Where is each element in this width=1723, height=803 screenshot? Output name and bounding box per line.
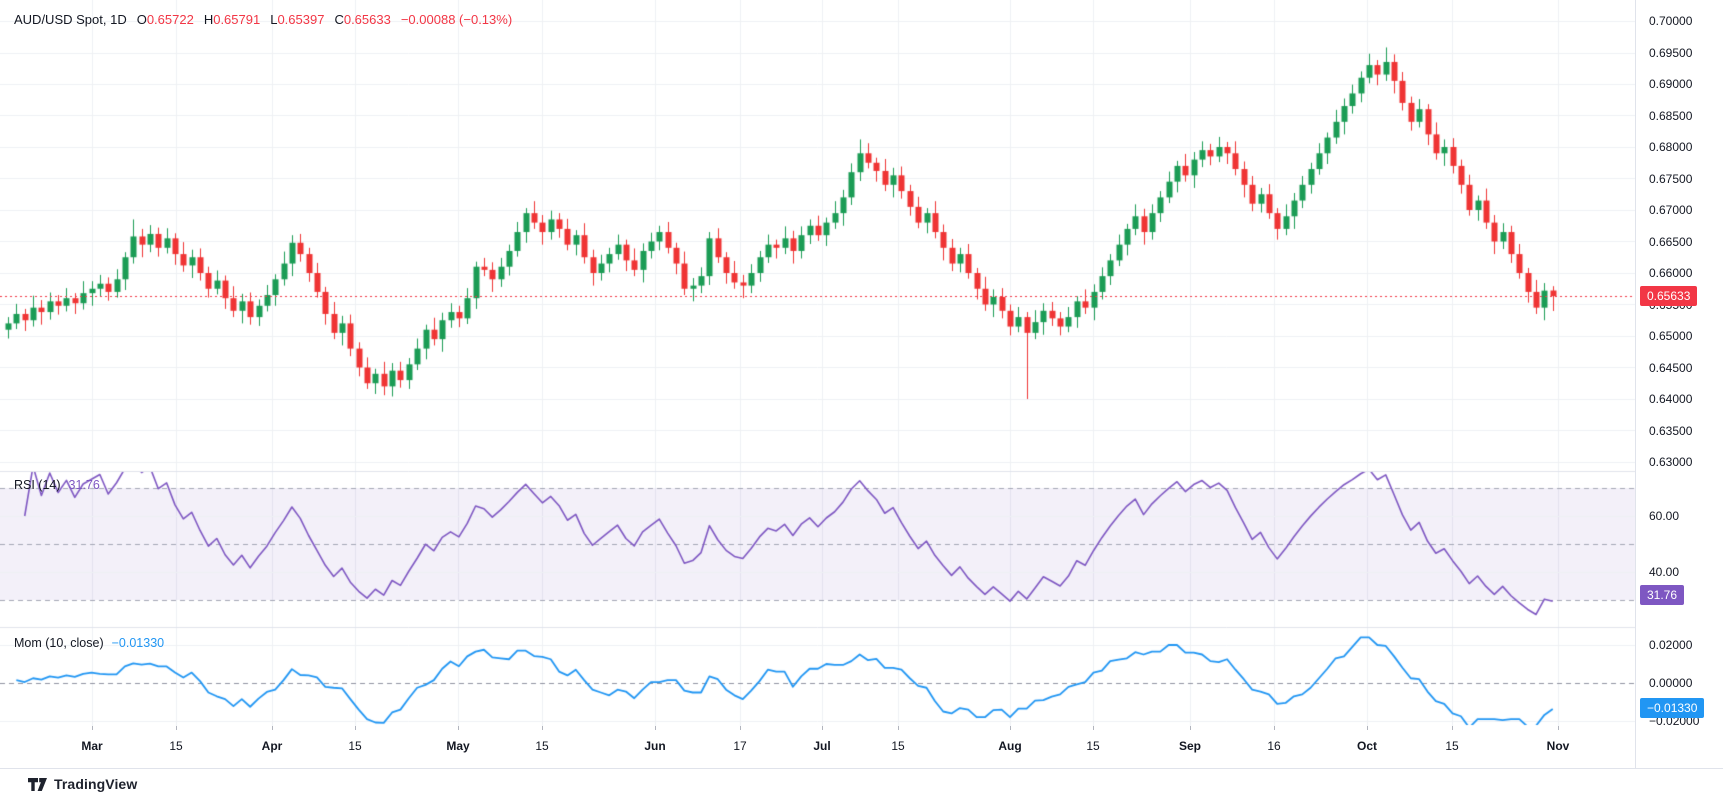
time-axis-tick <box>1093 726 1094 730</box>
price-axis-label: 0.70000 <box>1649 14 1693 28</box>
tradingview-logo-text: TradingView <box>54 776 138 792</box>
time-axis-label: 15 <box>891 739 905 753</box>
price-axis-label: 0.67000 <box>1649 203 1693 217</box>
time-axis-tick <box>1190 726 1191 730</box>
time-axis-label: 15 <box>535 739 549 753</box>
ohlc-close: C0.65633 <box>334 12 391 27</box>
time-axis-label: 15 <box>169 739 183 753</box>
price-axis-label: 0.69500 <box>1649 45 1693 60</box>
time-axis-tick <box>355 726 356 730</box>
momentum-value-badge: −0.01330 <box>1640 698 1705 719</box>
price-axis-label: 0.65000 <box>1649 329 1693 343</box>
time-axis-label: Mar <box>81 739 103 753</box>
time-axis-tick <box>1452 726 1453 730</box>
time-axis-label: Sep <box>1178 739 1202 753</box>
price-axis-label: 0.67500 <box>1649 171 1693 186</box>
price-axis[interactable]: 0.70000 0.69500 0.69000 0.68500 0.68000 0.675… <box>1635 0 1723 728</box>
momentum-study-name: Mom (10, close) <box>14 636 104 650</box>
time-axis-tick <box>655 726 656 730</box>
time-axis-label: Oct <box>1356 739 1378 753</box>
ohlc-low: L0.65397 <box>270 12 325 27</box>
price-axis-label: 0.64500 <box>1649 360 1693 375</box>
price-chart-canvas[interactable] <box>0 0 1635 726</box>
momentum-study-label[interactable]: Mom (10, close) −0.01330 <box>14 636 164 650</box>
time-axis-label: 15 <box>348 739 362 753</box>
time-axis-label: 15 <box>1086 739 1100 753</box>
rsi-axis-label: 40.00 <box>1649 565 1680 579</box>
time-axis-label: May <box>446 739 470 753</box>
rsi-study-value: 31.76 <box>68 478 100 492</box>
time-axis-tick <box>1274 726 1275 730</box>
time-axis-corner <box>1635 726 1723 769</box>
tradingview-logo[interactable]: TradingView <box>28 776 137 792</box>
time-axis-label: 17 <box>733 739 747 753</box>
time-axis-tick <box>822 726 823 730</box>
price-axis-label: 0.64000 <box>1649 392 1693 406</box>
price-axis-label: 0.63500 <box>1649 423 1693 438</box>
time-axis[interactable]: Mar 15 Apr 15 May 15 Jun 17 Jul 15 Aug 15 Sep 16 Oct 15… <box>0 726 1635 769</box>
time-axis-label: Jul <box>813 739 831 753</box>
time-axis-tick <box>1367 726 1368 730</box>
time-axis-tick <box>898 726 899 730</box>
last-price-badge: 0.65633 <box>1640 286 1698 307</box>
momentum-axis-label: 0.02000 <box>1649 638 1693 652</box>
rsi-axis-label: 60.00 <box>1649 509 1680 523</box>
tradingview-logo-icon <box>28 777 47 791</box>
time-axis-tick <box>272 726 273 730</box>
time-axis-tick <box>458 726 459 730</box>
time-axis-label: Apr <box>261 739 283 753</box>
time-axis-tick <box>740 726 741 730</box>
time-axis-tick <box>176 726 177 730</box>
time-axis-label: Aug <box>998 739 1022 753</box>
price-axis-label: 0.69000 <box>1649 77 1693 91</box>
price-axis-label: 0.66500 <box>1649 234 1693 249</box>
rsi-study-name: RSI (14) <box>14 478 61 492</box>
rsi-study-label[interactable]: RSI (14) 31.76 <box>14 478 100 492</box>
rsi-value-badge: 31.76 <box>1640 585 1685 606</box>
ohlc-open: O0.65722 <box>136 12 194 27</box>
time-axis-label: 15 <box>1445 739 1459 753</box>
time-axis-tick <box>1010 726 1011 730</box>
price-axis-label: 0.68500 <box>1649 108 1693 123</box>
momentum-study-value: −0.01330 <box>111 636 165 650</box>
time-axis-label: Jun <box>644 739 666 753</box>
time-axis-tick <box>92 726 93 730</box>
symbol-title[interactable]: AUD/USD Spot, 1D <box>14 12 127 27</box>
price-axis-label: 0.63000 <box>1649 455 1693 469</box>
time-axis-label: 16 <box>1267 739 1281 753</box>
ohlc-high: H0.65791 <box>203 12 261 27</box>
time-axis-tick <box>542 726 543 730</box>
price-axis-label: 0.68000 <box>1649 140 1693 154</box>
momentum-axis-label: 0.00000 <box>1649 676 1693 690</box>
footer-bar: TradingView <box>0 769 1723 803</box>
price-axis-label: 0.66000 <box>1649 266 1693 280</box>
time-axis-tick <box>1558 726 1559 730</box>
symbol-legend: AUD/USD Spot, 1D O0.65722 H0.65791 L0.65… <box>14 12 512 27</box>
change-value: −0.00088 (−0.13%) <box>400 12 513 27</box>
time-axis-label: Nov <box>1546 739 1570 753</box>
